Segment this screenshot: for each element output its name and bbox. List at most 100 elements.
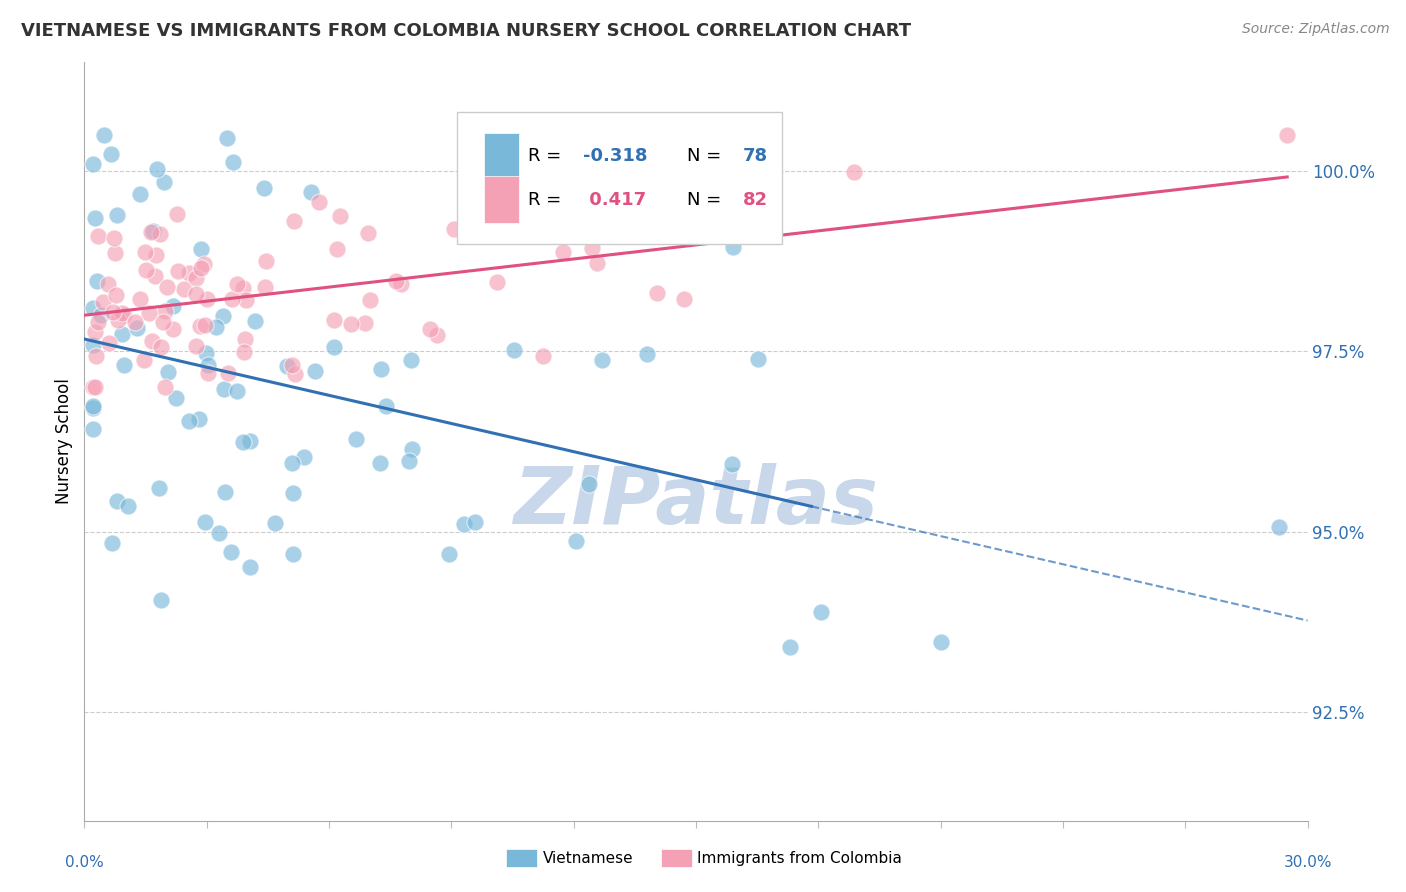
Point bbox=[100, 146, 122, 161]
Point bbox=[214, 485, 236, 500]
Point bbox=[208, 525, 231, 540]
Point bbox=[232, 345, 254, 359]
Point bbox=[283, 213, 305, 227]
Point bbox=[205, 319, 228, 334]
Point bbox=[162, 299, 184, 313]
Point bbox=[292, 450, 315, 464]
Point bbox=[470, 219, 492, 233]
Point bbox=[322, 312, 344, 326]
Point bbox=[232, 435, 254, 450]
Point bbox=[117, 500, 139, 514]
Point bbox=[197, 359, 219, 373]
Point bbox=[721, 240, 744, 254]
Point bbox=[810, 605, 832, 619]
Point bbox=[83, 325, 105, 339]
Point bbox=[401, 442, 423, 456]
Point bbox=[1277, 128, 1299, 142]
Point bbox=[135, 263, 157, 277]
Text: Source: ZipAtlas.com: Source: ZipAtlas.com bbox=[1241, 22, 1389, 37]
Point bbox=[219, 545, 242, 559]
Point bbox=[308, 194, 330, 209]
Point bbox=[1268, 520, 1291, 534]
Point bbox=[217, 366, 239, 380]
Point bbox=[82, 380, 104, 394]
Point bbox=[129, 187, 152, 202]
Point bbox=[152, 314, 174, 328]
Point bbox=[340, 317, 363, 331]
Point bbox=[104, 246, 127, 260]
Text: Immigrants from Colombia: Immigrants from Colombia bbox=[697, 851, 903, 865]
Point bbox=[179, 414, 201, 428]
Point bbox=[101, 535, 124, 549]
Point bbox=[162, 321, 184, 335]
Point bbox=[186, 339, 208, 353]
Point bbox=[531, 349, 554, 363]
Point bbox=[148, 481, 170, 495]
Point bbox=[370, 362, 392, 376]
Point bbox=[636, 347, 658, 361]
Point bbox=[150, 593, 173, 607]
Point bbox=[586, 256, 609, 270]
Point bbox=[125, 320, 148, 334]
Point bbox=[82, 337, 104, 351]
Point bbox=[107, 313, 129, 327]
Point bbox=[359, 293, 381, 307]
Point bbox=[299, 185, 322, 199]
Point bbox=[90, 308, 112, 322]
Point bbox=[138, 305, 160, 319]
Text: 30.0%: 30.0% bbox=[1284, 855, 1331, 870]
Point bbox=[375, 399, 398, 413]
Point bbox=[153, 304, 176, 318]
Point bbox=[84, 211, 107, 226]
Point bbox=[134, 244, 156, 259]
Point bbox=[184, 286, 207, 301]
Point bbox=[398, 454, 420, 468]
Point bbox=[186, 271, 208, 285]
Point bbox=[578, 476, 600, 491]
Point bbox=[283, 486, 305, 500]
FancyBboxPatch shape bbox=[484, 176, 519, 223]
Point bbox=[173, 282, 195, 296]
Point bbox=[103, 231, 125, 245]
Point bbox=[190, 242, 212, 256]
Point bbox=[276, 359, 298, 374]
Point bbox=[177, 267, 200, 281]
Point bbox=[101, 304, 124, 318]
Point bbox=[929, 635, 952, 649]
Point bbox=[82, 157, 104, 171]
Point bbox=[107, 207, 129, 221]
Point bbox=[93, 128, 115, 142]
Text: -0.318: -0.318 bbox=[583, 147, 648, 165]
Point bbox=[485, 275, 508, 289]
Point bbox=[87, 315, 110, 329]
Point bbox=[217, 130, 239, 145]
Point bbox=[124, 315, 146, 329]
Point bbox=[82, 301, 104, 315]
Point bbox=[357, 226, 380, 240]
Point bbox=[105, 494, 128, 508]
Point bbox=[385, 274, 408, 288]
Point bbox=[353, 316, 375, 330]
Text: ZIPatlas: ZIPatlas bbox=[513, 463, 879, 541]
FancyBboxPatch shape bbox=[484, 133, 519, 180]
Point bbox=[747, 351, 769, 366]
Point bbox=[165, 391, 187, 405]
Point bbox=[111, 306, 134, 320]
Point bbox=[153, 380, 176, 394]
Text: N =: N = bbox=[688, 191, 727, 209]
Text: R =: R = bbox=[529, 147, 568, 165]
Point bbox=[238, 560, 260, 574]
Point bbox=[225, 384, 247, 398]
Point bbox=[245, 314, 267, 328]
Point bbox=[142, 224, 165, 238]
Point bbox=[254, 253, 277, 268]
Point bbox=[673, 292, 696, 306]
Point bbox=[426, 327, 449, 342]
Point bbox=[194, 318, 217, 333]
Point bbox=[111, 326, 134, 341]
Point bbox=[82, 401, 104, 415]
Text: 0.0%: 0.0% bbox=[65, 855, 104, 870]
Point bbox=[419, 322, 441, 336]
Point bbox=[82, 422, 104, 436]
Text: 0.417: 0.417 bbox=[583, 191, 647, 209]
